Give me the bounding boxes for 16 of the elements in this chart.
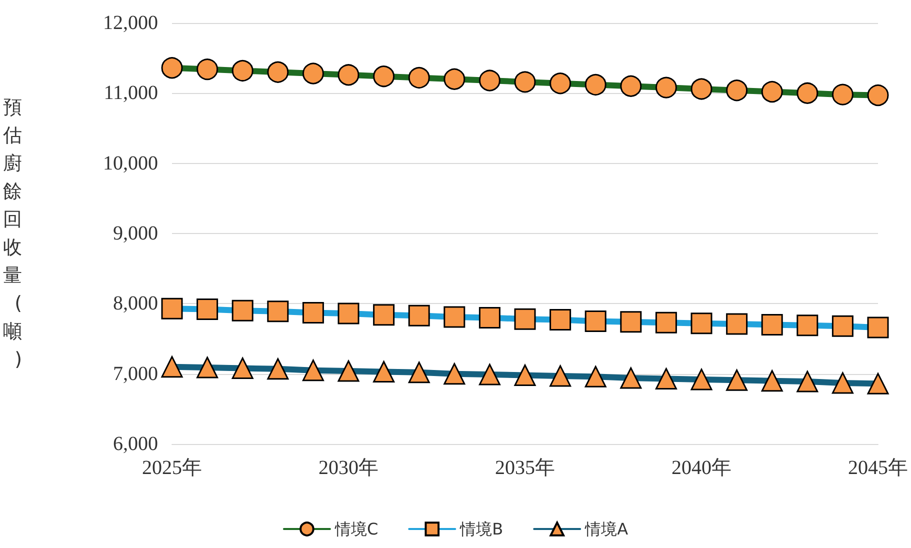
x-tick-label: 2030年 xyxy=(318,457,378,479)
legend-label: 情境C xyxy=(334,520,378,538)
y-tick-label: 7,000 xyxy=(113,362,158,385)
y-tick-label: 8,000 xyxy=(113,292,158,315)
y-tick-label: 12,000 xyxy=(103,12,158,34)
text: 預估廚餘回收量(噸) xyxy=(3,96,22,370)
legend-label: 情境B xyxy=(459,520,504,538)
y-tick-label: 11,000 xyxy=(104,82,158,104)
x-tick-label: 2035年 xyxy=(495,457,555,479)
x-tick-label: 2040年 xyxy=(672,457,732,479)
y-tick-label: 6,000 xyxy=(113,433,158,455)
x-tick-label: 2045年 xyxy=(848,457,908,479)
x-tick-label: 2025年 xyxy=(142,457,202,479)
y-tick-label: 10,000 xyxy=(103,152,158,174)
y-tick-label: 9,000 xyxy=(113,222,158,244)
legend-label: 情境A xyxy=(584,520,628,538)
